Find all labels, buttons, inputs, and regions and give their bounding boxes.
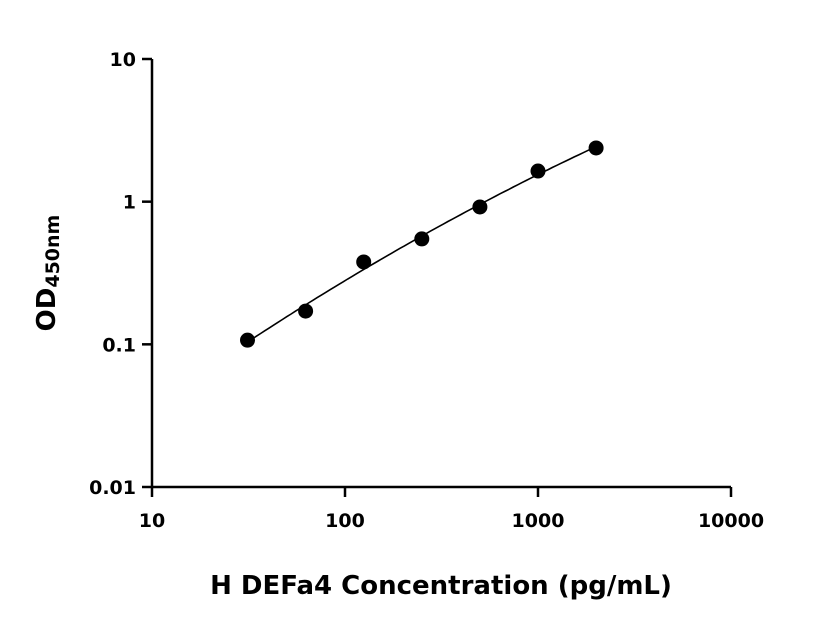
y-tick-label: 0.01 bbox=[89, 477, 136, 499]
y-tick-label: 0.1 bbox=[102, 334, 136, 356]
axes: 10 100 1000 10000 0.01 0.1 1 10 bbox=[89, 49, 764, 532]
x-tick-label: 10000 bbox=[698, 510, 764, 532]
y-tick-label: 1 bbox=[123, 192, 136, 214]
y-axis-title: OD450nm bbox=[32, 215, 64, 332]
data-point bbox=[298, 303, 314, 319]
x-tick-label: 1000 bbox=[512, 510, 565, 532]
data-point bbox=[588, 140, 604, 156]
y-axis-title-subscript: 450nm bbox=[42, 215, 64, 288]
data-points bbox=[240, 140, 604, 348]
data-point bbox=[530, 163, 546, 179]
x-tick-label: 100 bbox=[325, 510, 365, 532]
data-point bbox=[414, 231, 430, 247]
data-point bbox=[240, 332, 256, 348]
data-point bbox=[356, 254, 372, 270]
y-tick-label: 10 bbox=[110, 49, 136, 71]
x-tick-label: 10 bbox=[139, 510, 165, 532]
y-axis-title-main: OD bbox=[32, 288, 62, 332]
x-axis-title: H DEFa4 Concentration (pg/mL) bbox=[210, 571, 672, 601]
data-point bbox=[472, 199, 488, 215]
